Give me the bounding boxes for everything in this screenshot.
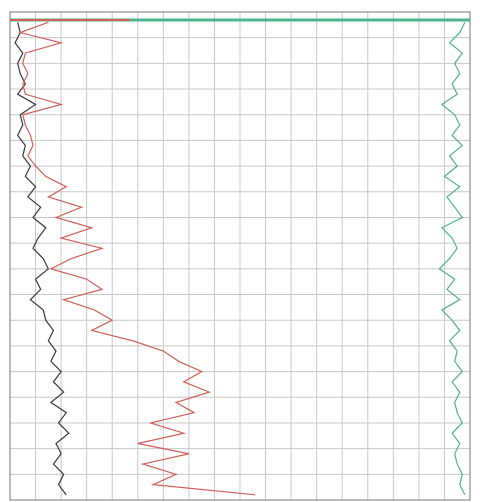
log-curve — [14, 22, 70, 496]
log-curve — [438, 22, 466, 496]
frame — [9, 11, 471, 501]
log-curve — [18, 21, 256, 496]
